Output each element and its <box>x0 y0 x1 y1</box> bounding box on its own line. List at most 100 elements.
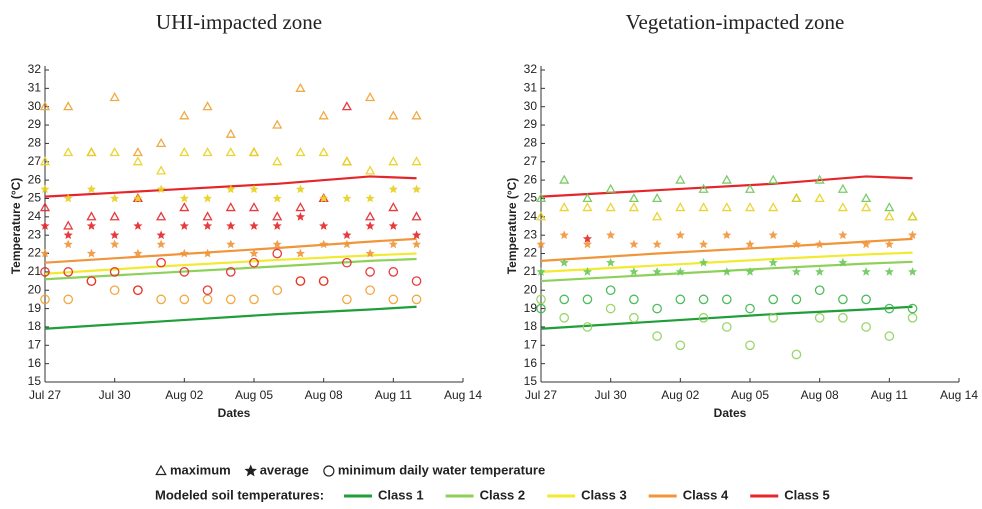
point <box>133 248 143 258</box>
point <box>272 211 283 221</box>
point <box>861 294 871 305</box>
point <box>63 294 74 305</box>
point <box>884 211 895 221</box>
point <box>699 239 709 249</box>
point <box>629 267 639 276</box>
point <box>365 211 376 221</box>
point <box>605 303 616 314</box>
point <box>225 147 236 157</box>
point <box>63 267 74 277</box>
point <box>203 221 213 230</box>
point <box>86 276 97 286</box>
y-tick-label: 23 <box>524 227 538 241</box>
model-line <box>44 257 417 281</box>
point <box>295 276 306 286</box>
point <box>341 156 352 166</box>
x-tick-label: Aug 08 <box>305 388 343 402</box>
point <box>768 312 779 323</box>
point <box>203 248 213 258</box>
point <box>536 239 546 249</box>
point <box>179 267 190 277</box>
point <box>63 193 73 203</box>
point <box>249 248 259 258</box>
legend-label: Class 1 <box>378 487 424 502</box>
point <box>203 193 213 203</box>
point <box>272 221 282 230</box>
y-tick-label: 26 <box>524 172 538 186</box>
x-tick-label: Aug 02 <box>661 388 699 402</box>
point <box>156 257 166 268</box>
point <box>63 239 73 249</box>
point <box>582 294 593 305</box>
legend-label: Class 4 <box>683 487 729 502</box>
point <box>132 156 143 166</box>
point <box>202 101 213 111</box>
point <box>133 285 143 296</box>
point <box>86 221 96 230</box>
point <box>412 230 422 240</box>
point <box>156 239 166 249</box>
point <box>156 230 166 240</box>
model-line <box>44 305 417 330</box>
point <box>582 234 592 243</box>
point <box>629 312 639 323</box>
model-line <box>44 175 417 198</box>
x-tick-label: Aug 05 <box>235 388 273 402</box>
legend-label: average <box>260 462 309 477</box>
model-line <box>540 305 913 330</box>
point <box>699 257 709 267</box>
point <box>838 294 848 305</box>
y-tick-label: 28 <box>28 136 42 150</box>
point <box>272 119 283 129</box>
y-tick-label: 31 <box>28 81 42 95</box>
point <box>861 239 871 249</box>
point <box>652 267 662 276</box>
point <box>722 230 732 240</box>
point <box>768 257 778 267</box>
point <box>272 285 283 296</box>
y-tick-label: 18 <box>524 319 538 333</box>
point <box>40 221 50 230</box>
point <box>156 211 167 221</box>
point <box>582 192 593 203</box>
point <box>791 294 802 305</box>
y-tick-label: 29 <box>28 117 42 131</box>
point <box>319 221 329 230</box>
point <box>342 193 352 203</box>
point <box>559 174 570 184</box>
point <box>156 137 167 148</box>
point <box>768 294 779 305</box>
model-line <box>540 237 913 262</box>
point <box>342 257 352 268</box>
y-tick-label: 17 <box>524 337 538 351</box>
y-tick-label: 19 <box>524 301 538 315</box>
point <box>838 312 848 323</box>
point <box>133 221 143 230</box>
point <box>675 230 685 240</box>
point <box>559 312 570 323</box>
point <box>884 239 894 249</box>
point <box>225 128 236 138</box>
y-tick-label: 16 <box>524 356 538 370</box>
point <box>606 257 616 267</box>
point <box>652 211 663 221</box>
point <box>365 91 376 102</box>
x-tick-label: Aug 08 <box>801 388 839 402</box>
point <box>342 239 352 249</box>
y-tick-label: 20 <box>524 282 538 296</box>
point <box>225 294 236 305</box>
point <box>675 294 686 305</box>
point <box>411 294 422 305</box>
point <box>745 340 755 351</box>
point <box>156 165 167 175</box>
point <box>412 184 422 194</box>
point <box>365 248 375 258</box>
point <box>698 202 709 212</box>
point <box>249 294 259 305</box>
point <box>179 248 189 258</box>
y-tick-label: 15 <box>28 374 42 388</box>
point <box>319 193 329 203</box>
point <box>318 147 329 157</box>
legend-symbol <box>155 464 167 476</box>
